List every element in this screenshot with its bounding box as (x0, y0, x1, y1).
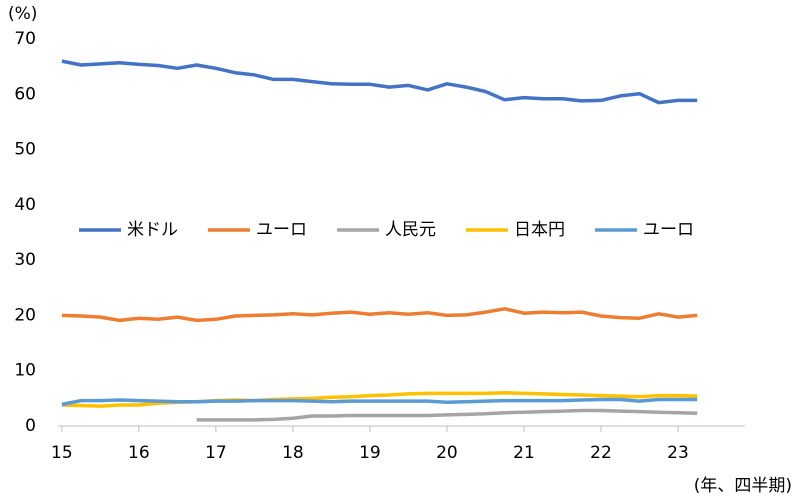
y-tick-label: 50 (14, 140, 36, 160)
x-tick-label: 23 (667, 443, 689, 463)
legend-label: 人民元 (385, 220, 436, 240)
legend-label: 日本円 (514, 220, 565, 240)
series-line (196, 408, 698, 422)
x-tick-label: 21 (513, 443, 535, 463)
x-axis-label: (年、四半期) (694, 476, 792, 496)
y-tick-label: 20 (14, 305, 36, 325)
x-tick-label: 22 (590, 443, 612, 463)
legend-label: ユーロ (643, 220, 694, 240)
y-axis-label: (%) (8, 4, 37, 24)
y-tick-label: 10 (14, 361, 36, 381)
x-tick-label: 20 (436, 443, 458, 463)
x-tick-label: 16 (128, 443, 150, 463)
legend-label: 米ドル (127, 220, 178, 240)
y-tick-label: 70 (14, 29, 36, 49)
series-line (61, 307, 698, 323)
x-tick-label: 15 (51, 443, 73, 463)
x-tick-label: 19 (359, 443, 381, 463)
x-tick-label: 17 (205, 443, 227, 463)
y-tick-label: 60 (14, 84, 36, 104)
series-line (61, 59, 698, 105)
y-tick-label: 0 (25, 416, 36, 436)
legend-label: ユーロ (256, 220, 307, 240)
series-line (61, 397, 698, 407)
y-tick-label: 40 (14, 195, 36, 215)
y-tick-label: 30 (14, 250, 36, 270)
x-tick-label: 18 (282, 443, 304, 463)
